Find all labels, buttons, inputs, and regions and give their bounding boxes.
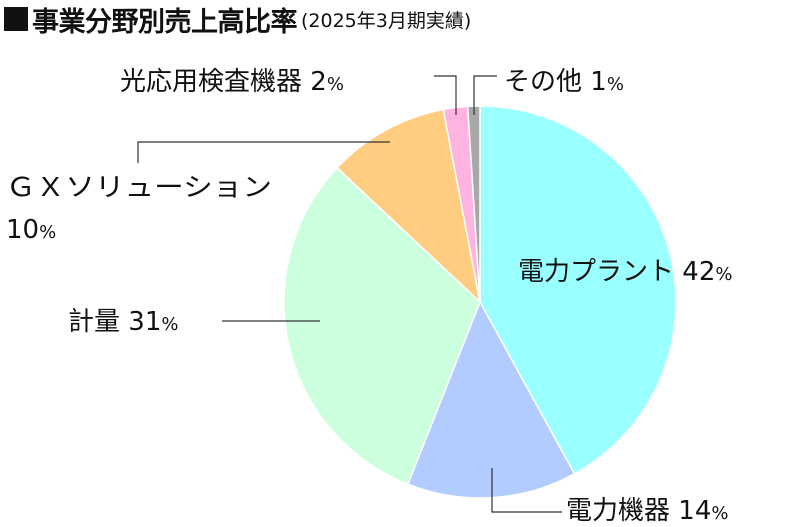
slice-power-plant (479, 105, 677, 475)
label-power-plant-value: 42 (682, 257, 715, 287)
label-power-plant-unit: % (715, 264, 732, 285)
leader-line-optical-inspection (434, 75, 457, 115)
label-optical-inspection: 光応用検査機器 2% (120, 67, 344, 97)
label-optical-inspection-unit: % (327, 74, 344, 95)
title-square-icon (4, 7, 28, 31)
label-gx-solution-name: ＧＸソリューション (6, 173, 272, 203)
label-measurement-value: 31 (128, 307, 161, 337)
leader-line-gx-solution (137, 141, 390, 163)
label-measurement-name: 計量 (68, 307, 120, 337)
label-power-plant: 電力プラント 42% (518, 257, 732, 287)
label-electric-equipment-value: 14 (678, 496, 711, 526)
label-gx-solution-value: 10 (6, 215, 39, 245)
label-optical-inspection-name: 光応用検査機器 (120, 67, 302, 97)
label-electric-equipment-unit: % (711, 503, 728, 524)
label-other-value: 1 (590, 67, 607, 97)
chart-title: 事業分野別売上高比率 (2025年3月期実績) (4, 2, 472, 38)
label-other: その他 1% (504, 67, 624, 97)
label-electric-equipment-name: 電力機器 (566, 496, 670, 526)
slice-measurement (283, 166, 481, 486)
label-other-unit: % (607, 74, 624, 95)
title-sub: (2025年3月期実績) (301, 9, 472, 32)
title-main: 事業分野別売上高比率 (32, 6, 298, 38)
label-measurement: 計量 31% (68, 307, 178, 337)
label-other-name: その他 (504, 67, 582, 97)
label-gx-solution-unit: % (39, 222, 56, 243)
leader-line-electric-equipment (491, 468, 562, 513)
label-gx-solution-percent: 10% (6, 215, 56, 245)
label-optical-inspection-value: 2 (310, 67, 327, 97)
label-power-plant-name: 電力プラント (518, 257, 674, 287)
label-measurement-unit: % (161, 314, 178, 335)
pie-slices (283, 105, 677, 499)
label-electric-equipment: 電力機器 14% (566, 496, 728, 526)
leader-line-other (473, 75, 497, 115)
slice-gx-solution (336, 108, 482, 305)
leader-lines (137, 75, 562, 513)
